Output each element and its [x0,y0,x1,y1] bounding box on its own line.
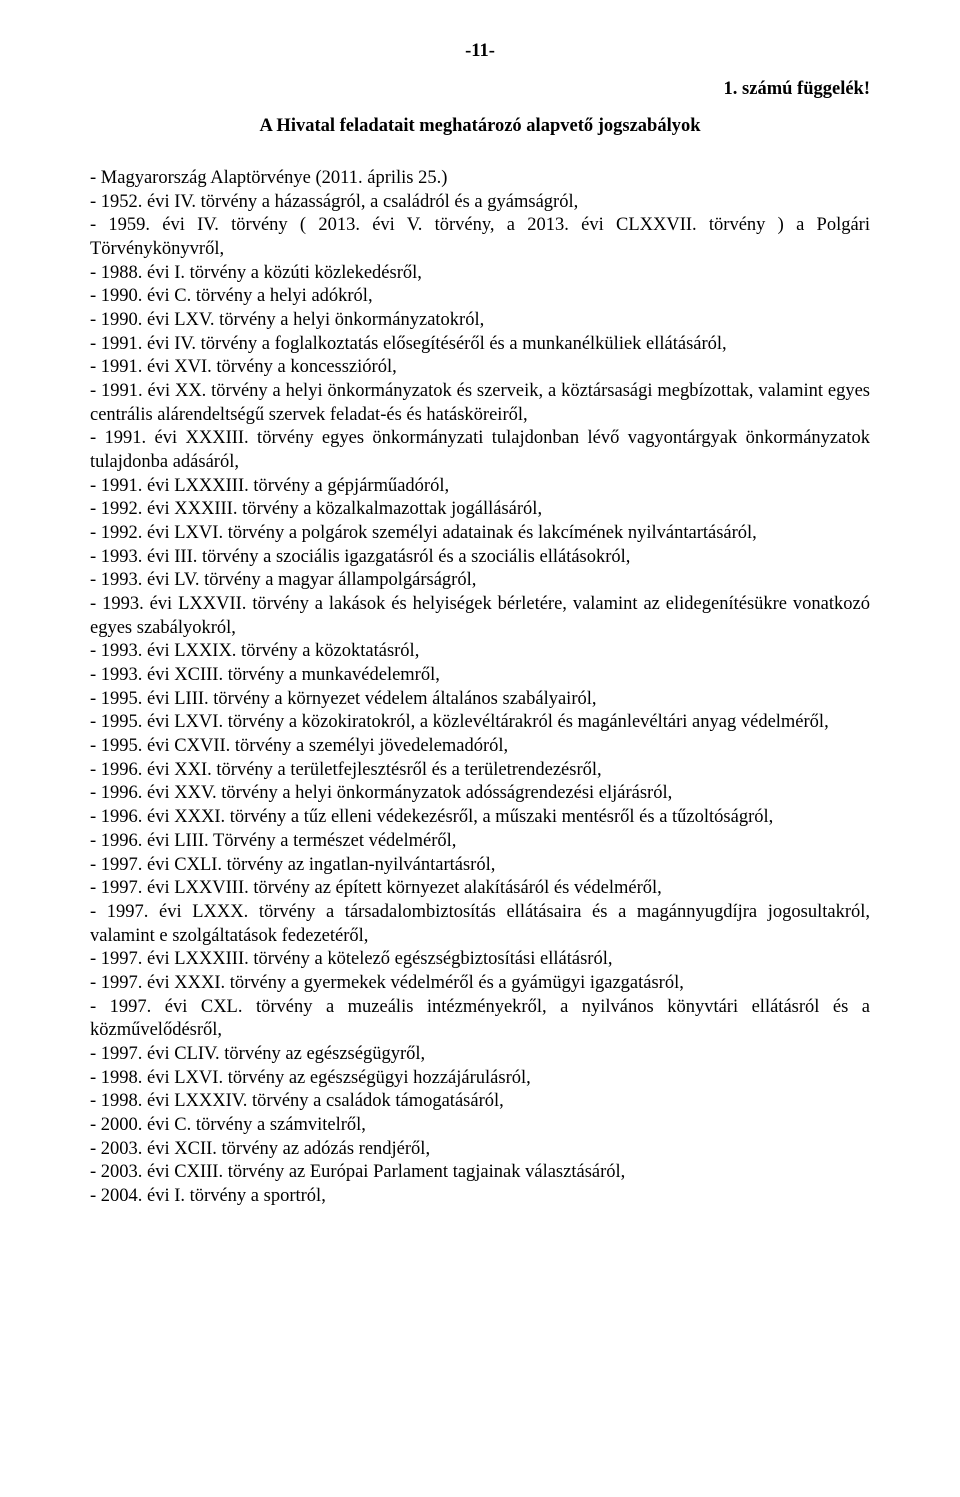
law-item: - 1959. évi IV. törvény ( 2013. évi V. t… [90,214,870,261]
law-item: - 2003. évi XCII. törvény az adózás rend… [90,1138,870,1162]
law-item: - 1997. évi LXXVIII. törvény az épített … [90,877,870,901]
law-item: - 1998. évi LXVI. törvény az egészségügy… [90,1067,870,1091]
law-item: - 2000. évi C. törvény a számvitelről, [90,1114,870,1138]
appendix-label: 1. számú függelék! [90,78,870,102]
law-item: - 1988. évi I. törvény a közúti közleked… [90,262,870,286]
law-list: - Magyarország Alaptörvénye (2011. ápril… [90,167,870,1209]
law-item: - 1992. évi XXXIII. törvény a közalkalma… [90,498,870,522]
law-item: - 1991. évi XXXIII. törvény egyes önkorm… [90,427,870,474]
law-item: - 1996. évi XXV. törvény a helyi önkormá… [90,782,870,806]
law-item: - 1991. évi LXXXIII. törvény a gépjárműa… [90,475,870,499]
law-item: - 1996. évi XXI. törvény a területfejles… [90,759,870,783]
law-item: - 1997. évi XXXI. törvény a gyermekek vé… [90,972,870,996]
law-item: - 1997. évi LXXX. törvény a társadalombi… [90,901,870,948]
law-item: - 1993. évi XCIII. törvény a munkavédele… [90,664,870,688]
law-item: - 1952. évi IV. törvény a házasságról, a… [90,191,870,215]
law-item: - 2003. évi CXIII. törvény az Európai Pa… [90,1161,870,1185]
law-item: - Magyarország Alaptörvénye (2011. ápril… [90,167,870,191]
law-item: - 1991. évi IV. törvény a foglalkoztatás… [90,333,870,357]
law-item: - 1993. évi LXXIX. törvény a közoktatásr… [90,640,870,664]
law-item: - 1996. évi LIII. Törvény a természet vé… [90,830,870,854]
law-item: - 1995. évi LXVI. törvény a közokiratokr… [90,711,870,735]
document-page: -11- 1. számú függelék! A Hivatal felada… [0,0,960,1269]
law-item: - 1990. évi C. törvény a helyi adókról, [90,285,870,309]
document-heading: A Hivatal feladatait meghatározó alapvet… [90,115,870,139]
law-item: - 1997. évi CXL. törvény a muzeális inté… [90,996,870,1043]
law-item: - 1992. évi LXVI. törvény a polgárok sze… [90,522,870,546]
law-item: - 1997. évi LXXXIII. törvény a kötelező … [90,948,870,972]
law-item: - 1997. évi CLIV. törvény az egészségügy… [90,1043,870,1067]
page-number: -11- [90,40,870,64]
law-item: - 1990. évi LXV. törvény a helyi önkormá… [90,309,870,333]
law-item: - 1993. évi LV. törvény a magyar állampo… [90,569,870,593]
law-item: - 2004. évi I. törvény a sportról, [90,1185,870,1209]
law-item: - 1995. évi CXVII. törvény a személyi jö… [90,735,870,759]
law-item: - 1991. évi XX. törvény a helyi önkormán… [90,380,870,427]
law-item: - 1993. évi III. törvény a szociális iga… [90,546,870,570]
law-item: - 1997. évi CXLI. törvény az ingatlan-ny… [90,854,870,878]
law-item: - 1993. évi LXXVII. törvény a lakások és… [90,593,870,640]
law-item: - 1995. évi LIII. törvény a környezet vé… [90,688,870,712]
law-item: - 1998. évi LXXXIV. törvény a családok t… [90,1090,870,1114]
law-item: - 1996. évi XXXI. törvény a tűz elleni v… [90,806,870,830]
law-item: - 1991. évi XVI. törvény a koncesszióról… [90,356,870,380]
